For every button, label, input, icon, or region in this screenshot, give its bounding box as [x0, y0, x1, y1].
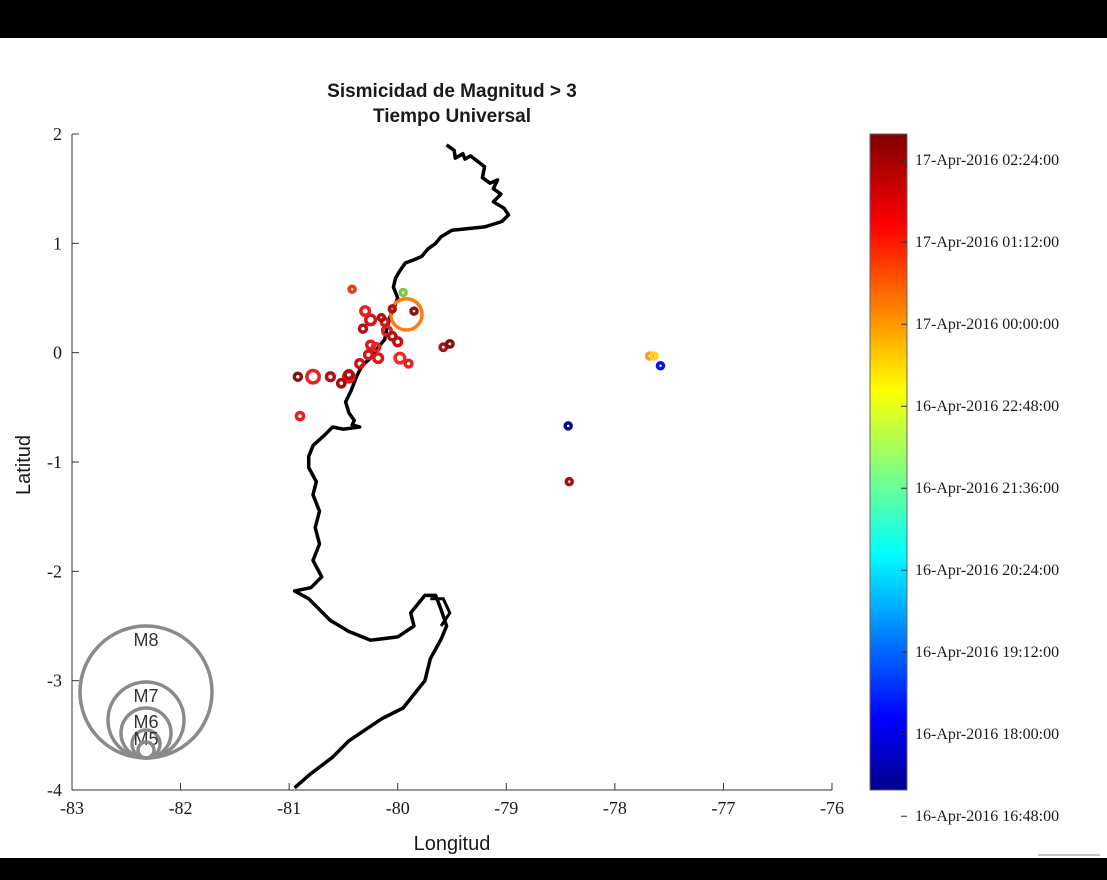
- colorbar-gradient: [869, 133, 908, 791]
- y-tick-label: -4: [47, 780, 62, 800]
- y-axis-label: Latitud: [13, 435, 35, 495]
- island-path: [430, 597, 452, 627]
- earthquake-marker: [655, 361, 666, 371]
- earthquake-marker: [364, 313, 378, 327]
- y-tick-label: -1: [47, 452, 62, 472]
- colorbar-tick-label: 17-Apr-2016 00:00:00: [915, 316, 1059, 333]
- colorbar-tick-label: 16-Apr-2016 19:12:00: [915, 644, 1059, 661]
- y-axis-ticks: 2 1 0 -1 -2 -3 -4: [47, 124, 79, 800]
- earthquake-marker: [393, 351, 407, 365]
- earthquake-marker: [305, 368, 321, 385]
- y-tick-label: -2: [47, 561, 62, 581]
- colorbar-tick-label: 16-Apr-2016 20:24:00: [915, 562, 1059, 579]
- earthquake-marker: [376, 312, 387, 323]
- earthquake-marker: [359, 305, 372, 318]
- chart-subtitle: Tiempo Universal: [373, 106, 531, 127]
- magnitude-legend-label: M8: [133, 630, 158, 650]
- plot-area: [71, 134, 832, 791]
- earthquake-marker: [357, 323, 369, 334]
- y-tick-label: -3: [47, 671, 62, 691]
- x-tick-label: -77: [711, 798, 735, 818]
- y-tick-label: 0: [53, 343, 62, 363]
- chart-title: Sismicidad de Magnitud > 3: [327, 81, 577, 102]
- earthquake-marker: [398, 287, 408, 298]
- earthquake-marker: [563, 421, 573, 431]
- earthquake-marker: [409, 306, 419, 316]
- earthquake-marker: [564, 476, 575, 487]
- earthquake-marker: [324, 371, 337, 383]
- earthquake-marker: [389, 297, 424, 332]
- coastline-path: [292, 143, 511, 790]
- earthquake-marker: [386, 330, 398, 342]
- bottom-black-band: [0, 858, 1107, 880]
- earthquake-marker: [294, 410, 306, 422]
- earthquake-marker: [403, 358, 414, 369]
- earthquake-marker: [343, 368, 355, 381]
- colorbar-tick-label: 17-Apr-2016 02:24:00: [915, 152, 1059, 169]
- earthquake-marker: [335, 377, 347, 389]
- magnitude-legend-label: M7: [133, 686, 158, 706]
- colorbar-tick-label: 17-Apr-2016 01:12:00: [915, 234, 1059, 251]
- earthquake-marker: [444, 338, 455, 349]
- x-axis-label: Longitud: [414, 833, 491, 855]
- top-black-band: [0, 0, 1107, 38]
- earthquake-marker: [292, 371, 304, 382]
- magnitude-legend-circle: [136, 740, 156, 760]
- x-tick-label: -83: [60, 798, 84, 818]
- colorbar-tick-label: 16-Apr-2016 22:48:00: [915, 398, 1059, 415]
- x-tick-label: -79: [494, 798, 518, 818]
- earthquake-marker: [372, 352, 385, 365]
- coastline: [292, 143, 511, 790]
- x-tick-label: -81: [277, 798, 301, 818]
- colorbar-tick-label: 16-Apr-2016 16:48:00: [915, 808, 1059, 825]
- earthquake-marker: [347, 284, 357, 295]
- earthquake-markers: [292, 284, 666, 487]
- x-tick-label: -82: [169, 798, 193, 818]
- earthquake-marker: [387, 304, 398, 314]
- magnitude-legend-label: M6: [133, 712, 158, 732]
- earthquake-marker: [392, 336, 404, 348]
- colorbar-tick-label: 16-Apr-2016 18:00:00: [915, 726, 1059, 743]
- colorbar: 17-Apr-2016 02:24:00 17-Apr-2016 01:12:00…: [869, 133, 1059, 825]
- x-tick-label: -80: [386, 798, 410, 818]
- y-tick-label: 2: [53, 124, 62, 144]
- earthquake-marker: [649, 351, 659, 361]
- colorbar-tick-label: 16-Apr-2016 21:36:00: [915, 480, 1059, 497]
- x-axis-ticks: -83 -82 -81 -80 -79 -78 -77 -76: [60, 783, 844, 818]
- x-tick-label: -76: [820, 798, 844, 818]
- y-tick-label: 1: [53, 233, 62, 253]
- earthquake-marker: [370, 341, 382, 353]
- x-tick-label: -78: [603, 798, 627, 818]
- earthquake-marker: [362, 349, 374, 361]
- earthquake-marker: [354, 357, 366, 370]
